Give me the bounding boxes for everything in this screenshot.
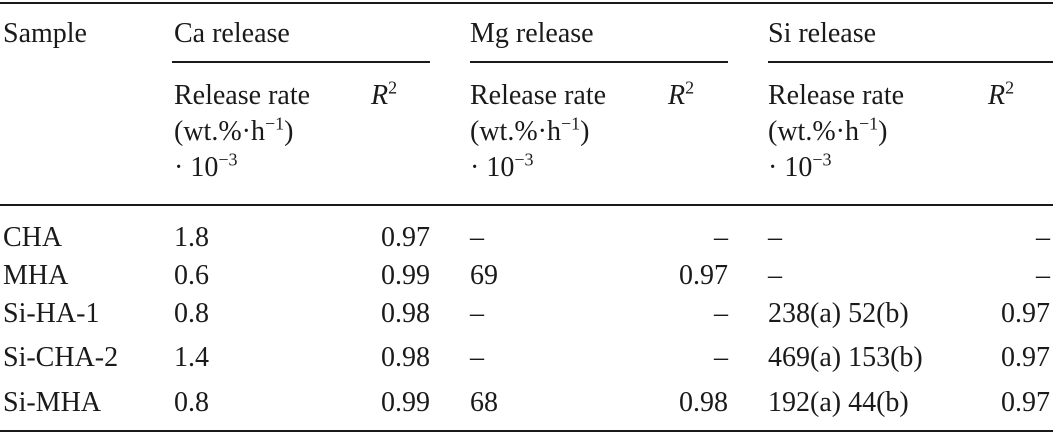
top-rule (0, 2, 1053, 4)
header-sample: Sample (3, 18, 87, 49)
header-ca-rate: Release rate (wt.%·h−1) · 10−3 (174, 78, 310, 186)
cell-ca-r2: 0.97 (381, 222, 430, 253)
cell-si-rate: – (768, 222, 782, 253)
cell-ca-r2: 0.98 (381, 298, 430, 329)
cell-ca-rate: 1.8 (174, 222, 209, 253)
header-si-rate: Release rate (wt.%·h−1) · 10−3 (768, 78, 904, 186)
header-mg-rate: Release rate (wt.%·h−1) · 10−3 (470, 78, 606, 186)
cell-ca-r2: 0.99 (381, 387, 430, 418)
cell-si-r2: 0.97 (1001, 387, 1050, 418)
header-si-r2: R2 (988, 77, 1015, 111)
cell-sample: MHA (3, 260, 69, 291)
cell-si-r2: 0.97 (1001, 342, 1050, 373)
cell-ca-rate: 0.8 (174, 298, 209, 329)
cell-mg-rate: 68 (470, 387, 498, 418)
cell-mg-r2: – (714, 342, 728, 373)
bottom-rule (0, 430, 1053, 432)
cell-mg-r2: 0.97 (679, 260, 728, 291)
rate-line-3: · 10−3 (470, 149, 534, 183)
cell-sample: Si-MHA (3, 387, 102, 418)
cell-mg-r2: – (714, 222, 728, 253)
header-si-release: Si release (768, 18, 877, 49)
cell-ca-rate: 0.8 (174, 387, 209, 418)
header-ca-release: Ca release (174, 18, 290, 49)
cell-sample: Si-CHA-2 (3, 342, 119, 373)
ca-group-rule (172, 61, 430, 63)
cell-mg-r2: 0.98 (679, 387, 728, 418)
rate-line-1: Release rate (768, 80, 905, 111)
cell-ca-r2: 0.99 (381, 260, 430, 291)
header-mg-release: Mg release (470, 18, 594, 49)
cell-mg-r2: – (714, 298, 728, 329)
cell-si-rate: 469(a) 153(b) (768, 342, 923, 373)
cell-mg-rate: – (470, 298, 484, 329)
cell-si-r2: – (1036, 260, 1050, 291)
rate-line-3: · 10−3 (768, 149, 832, 183)
cell-si-rate: – (768, 260, 782, 291)
header-mg-r2: R2 (668, 77, 695, 111)
header-rule (0, 204, 1053, 206)
mg-group-rule (470, 61, 728, 63)
cell-si-rate: 238(a) 52(b) (768, 298, 909, 329)
rate-line-1: Release rate (174, 80, 311, 111)
cell-sample: CHA (3, 222, 63, 253)
cell-sample: Si-HA-1 (3, 298, 100, 329)
cell-mg-rate: 69 (470, 260, 498, 291)
cell-mg-rate: – (470, 222, 484, 253)
cell-ca-rate: 0.6 (174, 260, 209, 291)
si-group-rule (768, 61, 1053, 63)
rate-line-2: (wt.%·h−1) (470, 113, 590, 147)
rate-line-2: (wt.%·h−1) (174, 113, 294, 147)
header-ca-r2: R2 (371, 77, 398, 111)
rate-line-2: (wt.%·h−1) (768, 113, 888, 147)
rate-line-3: · 10−3 (174, 149, 238, 183)
cell-mg-rate: – (470, 342, 484, 373)
rate-line-1: Release rate (470, 80, 607, 111)
cell-ca-rate: 1.4 (174, 342, 209, 373)
cell-ca-r2: 0.98 (381, 342, 430, 373)
cell-si-rate: 192(a) 44(b) (768, 387, 909, 418)
cell-si-r2: 0.97 (1001, 298, 1050, 329)
cell-si-r2: – (1036, 222, 1050, 253)
